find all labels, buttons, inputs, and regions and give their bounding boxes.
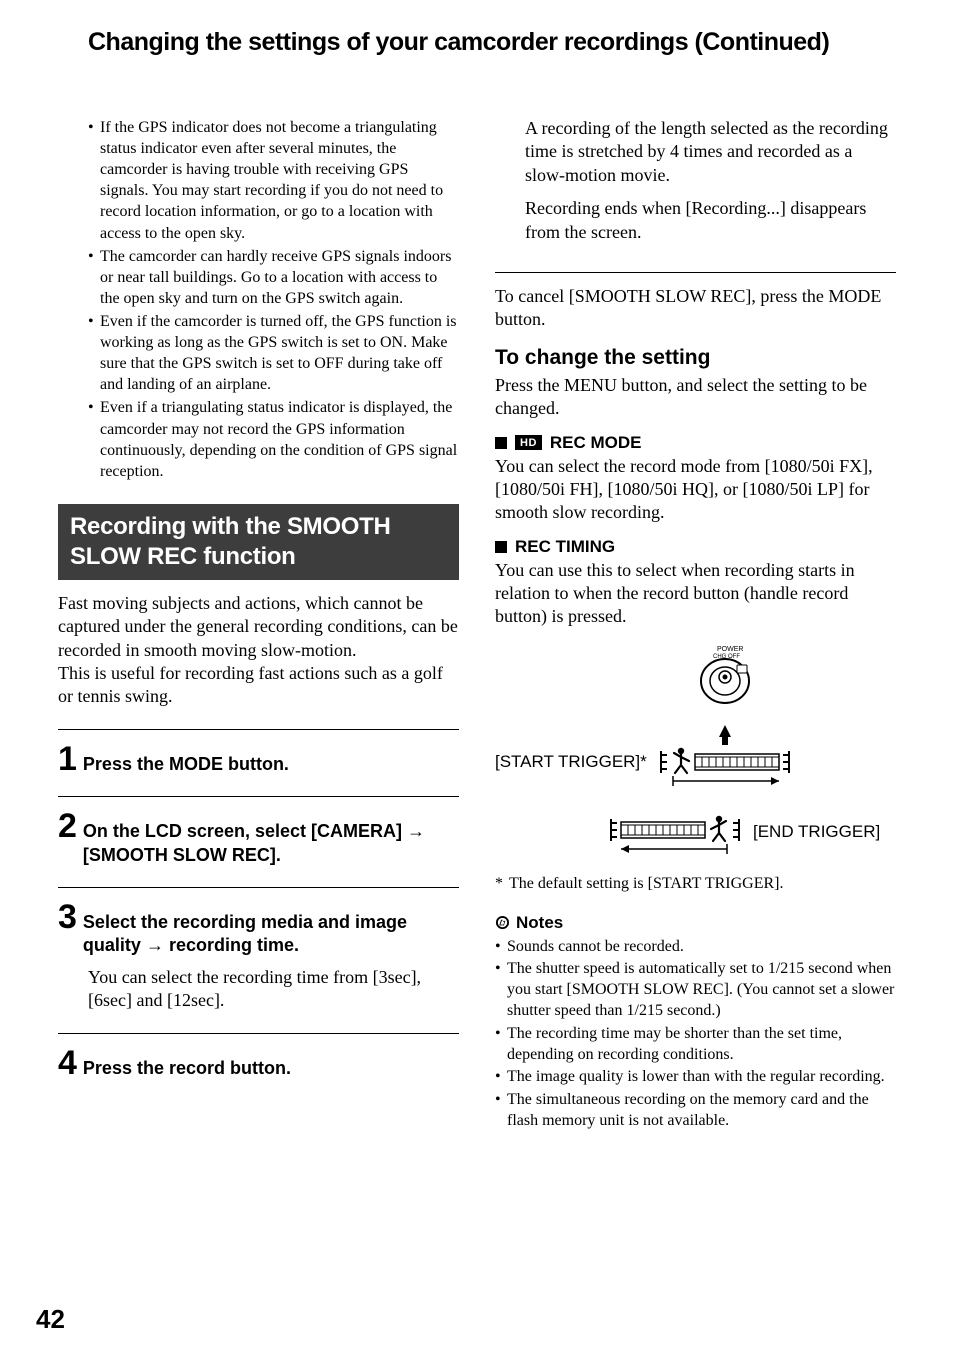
rec-timing-body: You can use this to select when recordin… [495,559,896,629]
notes-heading: Notes [495,913,896,933]
notes-list: Sounds cannot be recorded. The shutter s… [495,937,896,1132]
divider [58,796,459,797]
step-label-pre: On the LCD screen, select [CAMERA] [83,821,407,841]
hd-icon: HD [515,435,542,450]
list-item: The recording time may be shorter than t… [495,1024,896,1066]
divider [58,887,459,888]
step-1: 1 Press the MODE button. [58,742,459,776]
list-item: The shutter speed is automatically set t… [495,959,896,1021]
step-label: Press the record button. [83,1057,291,1080]
step-label: On the LCD screen, select [CAMERA] → [SM… [83,820,459,867]
rec-timing-label: REC TIMING [515,537,615,557]
trigger-footnote: The default setting is [START TRIGGER]. [495,874,896,895]
divider [58,1033,459,1034]
trigger-diagram-svg: POWER CHG OFF [START TRIGGER]* [495,639,895,859]
step-2: 2 On the LCD screen, select [CAMERA] → [… [58,809,459,867]
end-trigger-label: [END TRIGGER] [753,822,880,841]
square-bullet-icon [495,541,507,553]
list-item: Even if a triangulating status indicator… [88,397,459,481]
rec-timing-heading: REC TIMING [495,537,896,557]
notes-icon [495,915,510,930]
arrow-icon: → [146,935,164,955]
step-label-post: recording time. [164,935,299,955]
step-number: 1 [58,742,77,776]
list-item: Sounds cannot be recorded. [495,937,896,958]
start-trigger-label: [START TRIGGER]* [495,752,647,771]
step-3: 3 Select the recording media and image q… [58,900,459,958]
right-column: A recording of the length selected as th… [495,117,896,1134]
step-number: 2 [58,809,77,843]
list-item: If the GPS indicator does not become a t… [88,117,459,244]
list-item: The image quality is lower than with the… [495,1067,896,1088]
continuation-2: Recording ends when [Recording...] disap… [495,197,896,244]
step-label: Select the recording media and image qua… [83,911,459,958]
change-setting-body: Press the MENU button, and select the se… [495,374,896,421]
smooth-slow-rec-heading: Recording with the SMOOTH SLOW REC funct… [58,504,459,580]
notes-label: Notes [516,913,563,933]
step-label: Press the MODE button. [83,753,289,776]
divider [58,729,459,730]
square-bullet-icon [495,437,507,449]
gps-notes-list: If the GPS indicator does not become a t… [58,117,459,482]
trigger-diagram: POWER CHG OFF [START TRIGGER]* [495,639,896,864]
divider [495,272,896,273]
list-item: The simultaneous recording on the memory… [495,1090,896,1132]
two-column-layout: If the GPS indicator does not become a t… [58,117,896,1134]
change-setting-heading: To change the setting [495,346,896,370]
page-title: Changing the settings of your camcorder … [58,28,896,57]
step-4: 4 Press the record button. [58,1046,459,1080]
step-3-body: You can select the recording time from [… [58,966,459,1013]
step-number: 4 [58,1046,77,1080]
rec-mode-label: REC MODE [550,433,642,453]
arrow-icon: → [407,821,425,841]
power-label: POWER [717,646,743,653]
intro-paragraph: Fast moving subjects and actions, which … [58,592,459,709]
step-number: 3 [58,900,77,934]
page-number: 42 [36,1304,65,1335]
left-column: If the GPS indicator does not become a t… [58,117,459,1134]
cancel-instruction: To cancel [SMOOTH SLOW REC], press the M… [495,285,896,332]
continuation-1: A recording of the length selected as th… [495,117,896,187]
list-item: The camcorder can hardly receive GPS sig… [88,246,459,309]
step-label-post: [SMOOTH SLOW REC]. [83,845,281,865]
list-item: Even if the camcorder is turned off, the… [88,311,459,395]
rec-mode-heading: HD REC MODE [495,433,896,453]
rec-mode-body: You can select the record mode from [108… [495,455,896,525]
